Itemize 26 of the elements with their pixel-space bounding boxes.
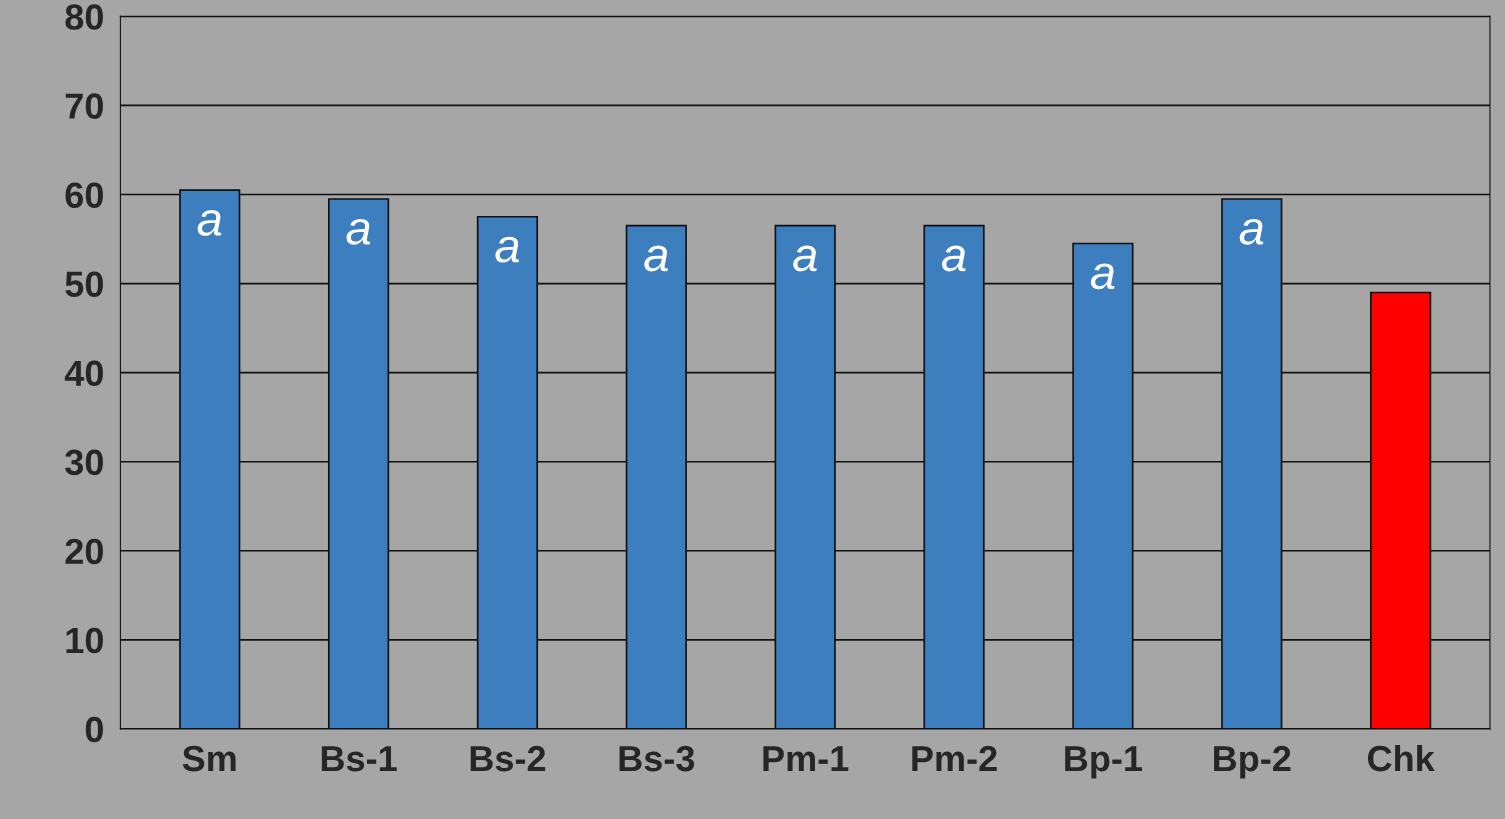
x-tick-label: Bs-3 bbox=[619, 745, 695, 772]
x-tick-label: Bs-2 bbox=[470, 745, 546, 772]
annotation: a bbox=[495, 236, 519, 263]
annotation: a bbox=[1090, 263, 1115, 290]
annotation: a bbox=[644, 245, 668, 272]
x-tick-label: Pm-1 bbox=[763, 746, 849, 772]
x-tick-label: Bp-2 bbox=[1214, 745, 1291, 779]
annotation: a bbox=[793, 245, 817, 272]
y-tick-label: 80 bbox=[65, 4, 103, 30]
annotation: a bbox=[941, 245, 966, 272]
x-tick-label: Pm-2 bbox=[912, 745, 997, 772]
y-tick-label: 70 bbox=[65, 93, 103, 119]
y-tick-label: 0 bbox=[85, 716, 103, 743]
x-tick-label: Bs-1 bbox=[321, 746, 397, 772]
annotation: a bbox=[197, 209, 222, 236]
y-tick-label: 50 bbox=[65, 271, 103, 298]
x-tick-label: Sm bbox=[182, 745, 236, 772]
annotation: a bbox=[1239, 218, 1264, 245]
y-tick-label: 20 bbox=[65, 538, 103, 565]
y-tick-label: 40 bbox=[64, 360, 103, 387]
x-tick-label: Chk bbox=[1368, 744, 1435, 772]
y-tick-label: 60 bbox=[65, 182, 103, 208]
x-tick-label: Bp-1 bbox=[1065, 746, 1143, 779]
annotation: a bbox=[346, 218, 371, 245]
y-tick-label: 10 bbox=[66, 627, 103, 654]
y-tick-label: 30 bbox=[65, 449, 103, 476]
